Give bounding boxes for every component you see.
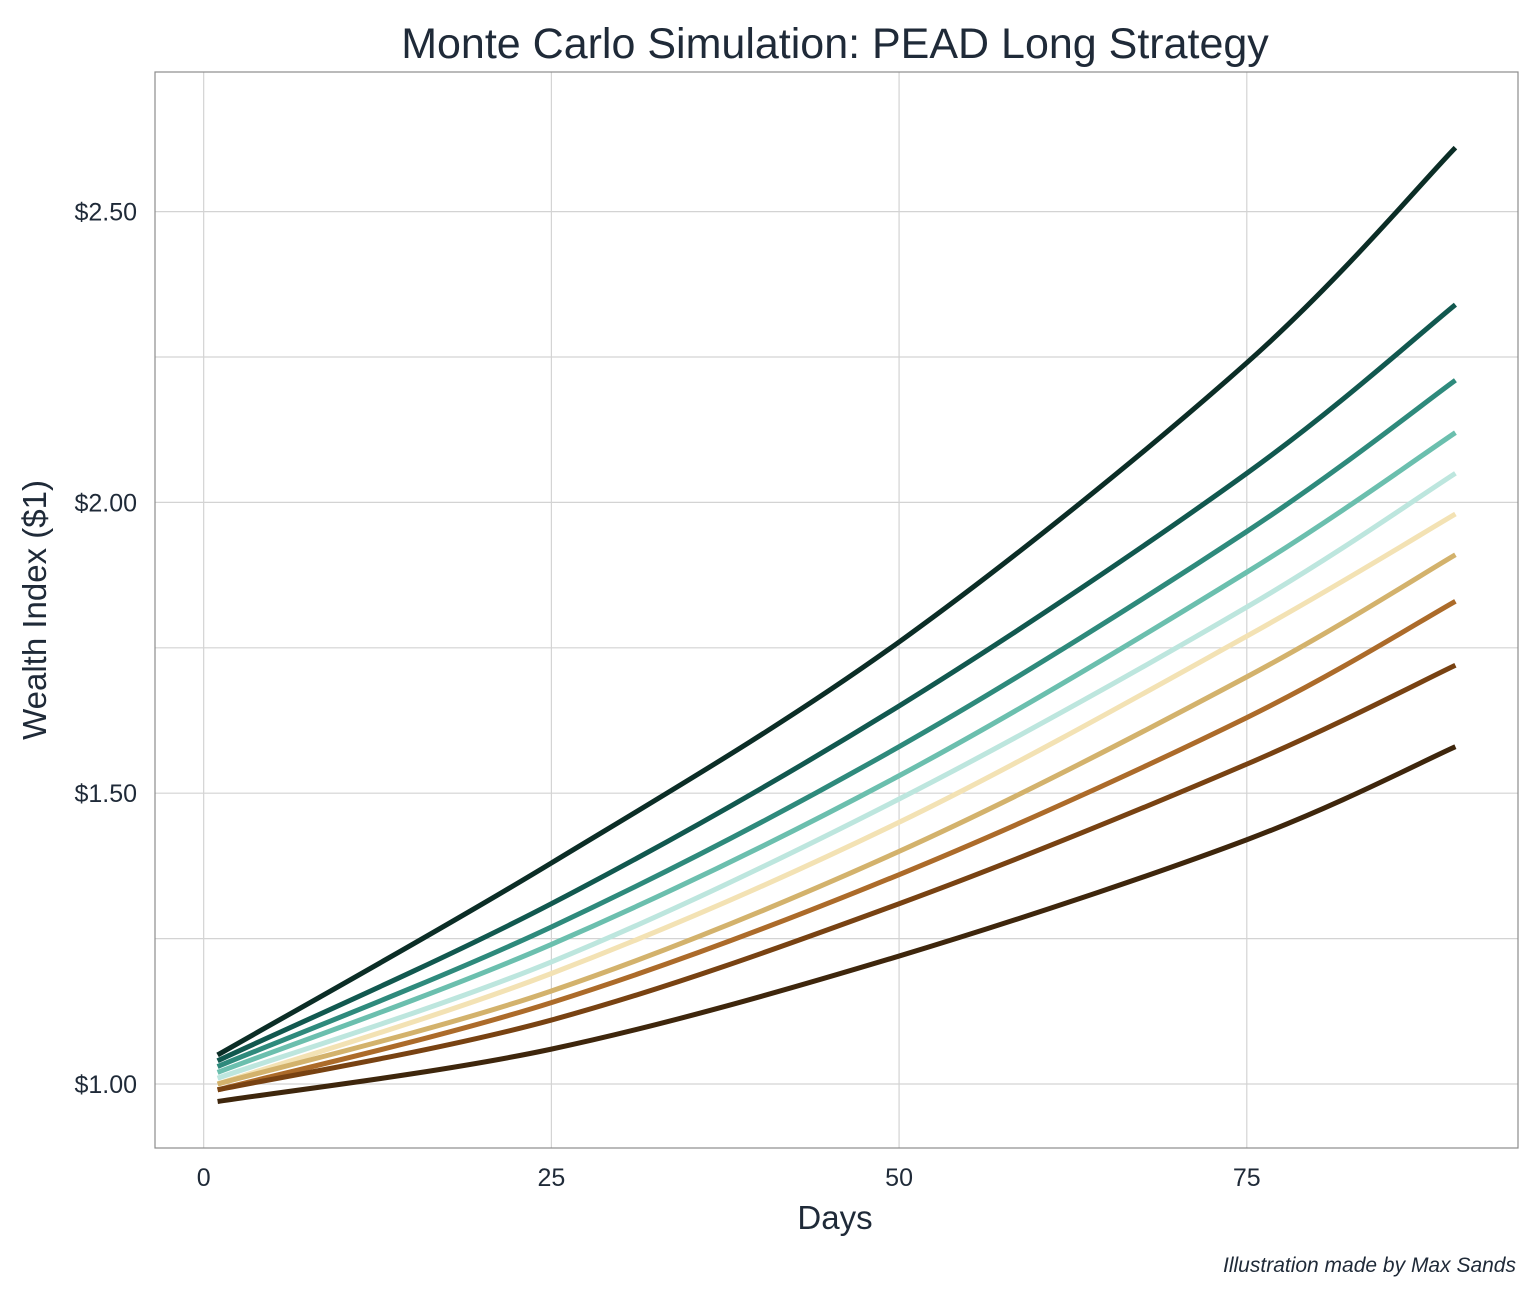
x-tick-label: 75 (1233, 1164, 1261, 1192)
y-tick-label: $2.50 (74, 199, 137, 227)
x-tick-label: 0 (197, 1164, 211, 1192)
series-line (216, 145, 1458, 1058)
chart-title: Monte Carlo Simulation: PEAD Long Strate… (401, 20, 1269, 68)
y-axis-label: Wealth Index ($1) (16, 480, 53, 740)
plot-panel-border (154, 71, 1519, 1149)
caption: Illustration made by Max Sands (1223, 1254, 1516, 1277)
y-tick-label: $2.00 (74, 489, 137, 517)
series-line (216, 471, 1457, 1081)
x-tick-label: 50 (885, 1164, 913, 1192)
x-axis-ticks: 0 25 50 75 (197, 1164, 1261, 1192)
series-line (216, 552, 1457, 1087)
y-tick-label: $1.50 (74, 780, 137, 808)
series-lines (216, 145, 1458, 1104)
series-line (216, 430, 1457, 1075)
series-line (217, 744, 1457, 1104)
series-line (216, 378, 1457, 1069)
x-axis-label: Days (797, 1199, 872, 1236)
series-line (216, 599, 1457, 1093)
series-line (216, 511, 1457, 1087)
series-line (217, 662, 1457, 1093)
grid-lines (155, 72, 1518, 1148)
y-tick-label: $1.00 (74, 1071, 137, 1099)
y-axis-ticks: $1.00 $1.50 $2.00 $2.50 (74, 199, 137, 1099)
series-line (216, 302, 1457, 1064)
x-tick-label: 25 (537, 1164, 565, 1192)
